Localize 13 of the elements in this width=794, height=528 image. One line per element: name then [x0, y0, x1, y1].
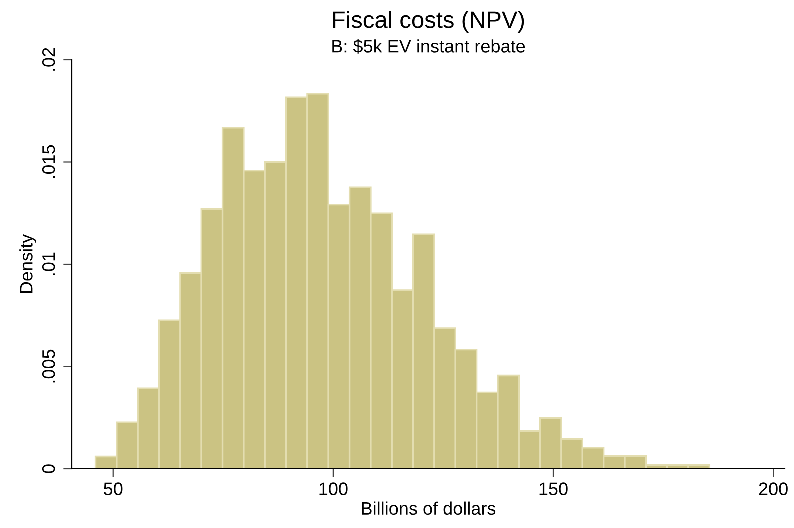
- y-tick-label: .02: [42, 48, 56, 71]
- x-axis-title: Billions of dollars: [362, 502, 496, 516]
- y-tick-label: .005: [42, 350, 56, 383]
- y-tick-label: .01: [42, 252, 56, 276]
- y-axis-title: Density: [20, 234, 36, 294]
- x-tick-label: 200: [759, 482, 788, 496]
- x-tick-label: 150: [540, 482, 568, 496]
- x-tick-label: 100: [320, 482, 348, 496]
- y-tick-label: .015: [42, 145, 56, 178]
- chart-subtitle: B: $5k EV instant rebate: [332, 39, 526, 54]
- y-tick-label: 0: [42, 464, 56, 474]
- chart-title: Fiscal costs (NPV): [333, 10, 524, 33]
- x-tick-label: 50: [104, 482, 123, 496]
